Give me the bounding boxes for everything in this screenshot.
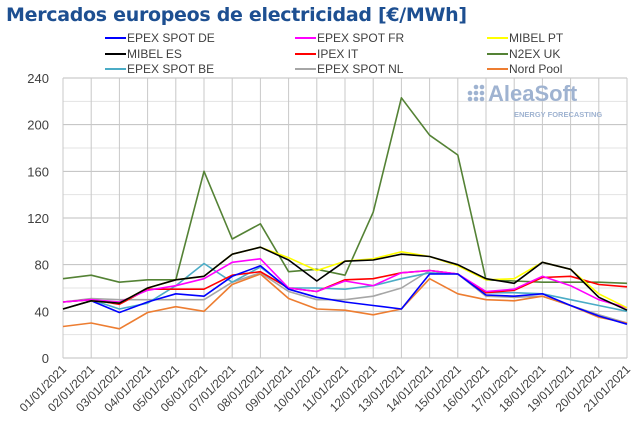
series-line-epex-spot-de — [62, 264, 628, 325]
legend-label: MIBEL PT — [509, 31, 564, 45]
y-tick-label: 0 — [42, 351, 49, 366]
legend-label: MIBEL ES — [127, 47, 182, 61]
y-tick-label: 160 — [27, 164, 49, 179]
y-tick-label: 200 — [27, 118, 49, 133]
watermark-tagline: ENERGY FORECASTING — [514, 110, 602, 119]
logo-dot — [473, 96, 479, 102]
logo-dot — [473, 84, 479, 90]
legend-label: IPEX IT — [317, 47, 359, 61]
y-tick-label: 240 — [27, 71, 49, 86]
y-tick-label: 80 — [35, 258, 49, 273]
legend-label: EPEX SPOT FR — [317, 31, 404, 45]
legend-label: EPEX SPOT DE — [127, 31, 215, 45]
legend-label: EPEX SPOT BE — [127, 62, 214, 76]
logo-dot — [479, 84, 485, 90]
logo-dot — [479, 90, 485, 96]
logo-dot — [479, 96, 485, 102]
aleasoft-logo — [467, 84, 485, 102]
legend-label: N2EX UK — [509, 47, 560, 61]
logo-dot — [467, 90, 473, 96]
legend-label: Nord Pool — [509, 62, 562, 76]
series-line-nord-pool — [62, 273, 628, 330]
series-line-epex-spot-be — [62, 262, 628, 313]
y-tick-label: 120 — [27, 211, 49, 226]
series-line-epex-spot-fr — [62, 257, 628, 309]
series-line-mibel-es — [62, 246, 628, 311]
logo-dot — [467, 96, 473, 102]
y-tick-label: 40 — [35, 304, 49, 319]
chart-title: Mercados europeos de electricidad [€/MWh… — [6, 4, 467, 26]
legend-label: EPEX SPOT NL — [317, 62, 404, 76]
logo-dot — [473, 90, 479, 96]
watermark-brand: AleaSoft — [488, 81, 578, 106]
